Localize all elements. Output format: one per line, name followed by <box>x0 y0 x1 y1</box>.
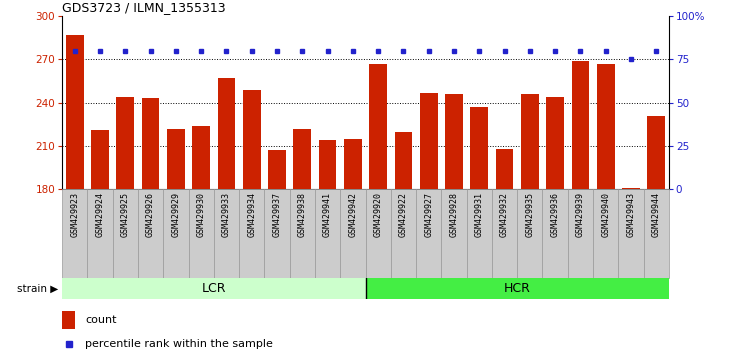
Text: GSM429925: GSM429925 <box>121 192 130 237</box>
Text: GSM429928: GSM429928 <box>450 192 458 237</box>
Bar <box>116 97 135 189</box>
Text: GSM429927: GSM429927 <box>424 192 433 237</box>
Bar <box>596 64 615 189</box>
Bar <box>622 188 640 189</box>
Text: GSM429939: GSM429939 <box>576 192 585 237</box>
Bar <box>138 189 163 278</box>
Bar <box>142 98 159 189</box>
Bar <box>369 64 387 189</box>
Bar <box>496 149 513 189</box>
Bar <box>344 139 362 189</box>
Bar <box>521 94 539 189</box>
Bar <box>243 90 260 189</box>
Bar <box>420 92 438 189</box>
Bar <box>395 132 412 189</box>
Text: strain ▶: strain ▶ <box>18 284 58 293</box>
Text: GSM429938: GSM429938 <box>298 192 307 237</box>
Bar <box>62 189 88 278</box>
Bar <box>268 150 286 189</box>
Bar <box>218 78 235 189</box>
Bar <box>492 189 518 278</box>
Bar <box>319 140 336 189</box>
Bar <box>593 189 618 278</box>
Text: GSM429932: GSM429932 <box>500 192 509 237</box>
Bar <box>568 189 593 278</box>
Bar <box>340 189 366 278</box>
Text: GSM429934: GSM429934 <box>247 192 257 237</box>
Text: GSM429943: GSM429943 <box>626 192 635 237</box>
Text: GSM429923: GSM429923 <box>70 192 79 237</box>
Bar <box>265 189 289 278</box>
Bar <box>546 97 564 189</box>
Bar <box>542 189 568 278</box>
Text: GSM429933: GSM429933 <box>222 192 231 237</box>
Bar <box>648 116 665 189</box>
Bar <box>163 189 189 278</box>
Bar <box>445 94 463 189</box>
Bar <box>189 189 213 278</box>
Bar <box>416 189 442 278</box>
Text: GSM429930: GSM429930 <box>197 192 205 237</box>
Bar <box>466 189 492 278</box>
Bar <box>471 107 488 189</box>
Bar <box>192 126 210 189</box>
Text: GSM429924: GSM429924 <box>96 192 105 237</box>
Text: GDS3723 / ILMN_1355313: GDS3723 / ILMN_1355313 <box>62 1 226 14</box>
Bar <box>643 189 669 278</box>
Text: GSM429922: GSM429922 <box>399 192 408 237</box>
Bar <box>66 35 83 189</box>
Bar <box>572 61 589 189</box>
Bar <box>167 129 185 189</box>
Bar <box>213 189 239 278</box>
Text: GSM429920: GSM429920 <box>374 192 382 237</box>
Text: GSM429936: GSM429936 <box>550 192 560 237</box>
Text: GSM429937: GSM429937 <box>273 192 281 237</box>
Bar <box>239 189 265 278</box>
Text: GSM429940: GSM429940 <box>601 192 610 237</box>
Bar <box>62 311 75 329</box>
Bar <box>442 189 466 278</box>
Text: count: count <box>86 315 117 325</box>
Bar <box>91 130 109 189</box>
Bar <box>518 189 542 278</box>
Bar <box>289 189 315 278</box>
Bar <box>88 189 113 278</box>
Text: GSM429941: GSM429941 <box>323 192 332 237</box>
Text: percentile rank within the sample: percentile rank within the sample <box>86 339 273 349</box>
Bar <box>366 278 669 299</box>
Text: GSM429935: GSM429935 <box>526 192 534 237</box>
Bar <box>113 189 138 278</box>
Bar <box>391 189 416 278</box>
Bar <box>315 189 340 278</box>
Bar <box>62 278 366 299</box>
Text: GSM429942: GSM429942 <box>349 192 357 237</box>
Bar <box>293 129 311 189</box>
Bar <box>618 189 643 278</box>
Bar <box>366 189 391 278</box>
Text: GSM429926: GSM429926 <box>146 192 155 237</box>
Text: LCR: LCR <box>202 282 226 295</box>
Text: GSM429929: GSM429929 <box>171 192 181 237</box>
Text: GSM429944: GSM429944 <box>652 192 661 237</box>
Text: HCR: HCR <box>504 282 531 295</box>
Text: GSM429931: GSM429931 <box>474 192 484 237</box>
